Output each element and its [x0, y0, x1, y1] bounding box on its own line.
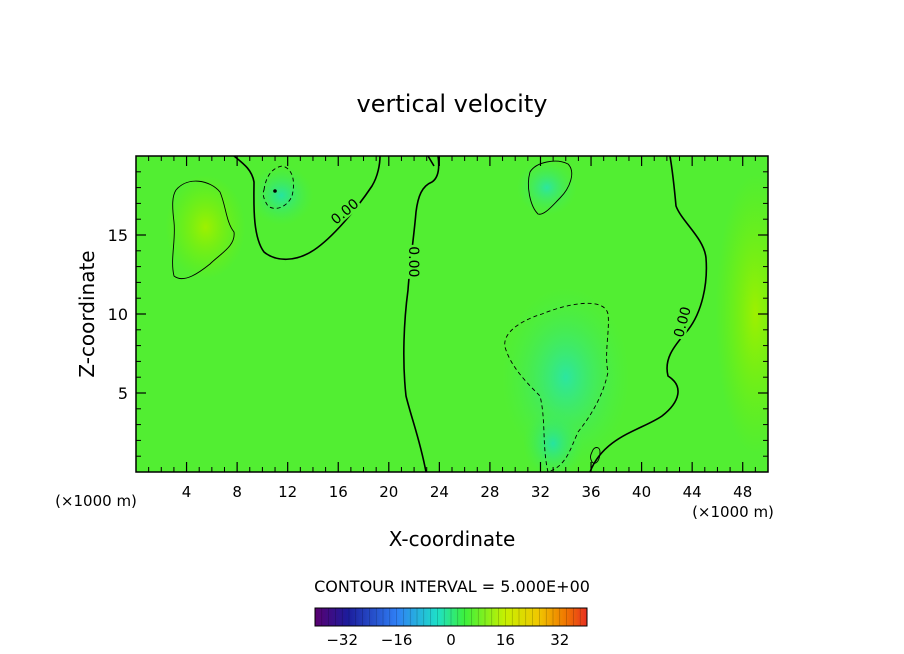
- x-tick-label: 16: [329, 483, 348, 501]
- downdraft-blob: [523, 407, 584, 472]
- contour-line: [233, 156, 381, 261]
- x-unit-label-left: (×1000 m): [55, 492, 137, 510]
- contour-label: 0.00: [405, 246, 421, 277]
- contour-line: [172, 180, 235, 280]
- x-tick-label: 36: [581, 483, 600, 501]
- colorbar-tick-label: 0: [446, 631, 456, 649]
- y-tick-label: 15: [108, 226, 128, 245]
- contour-label: 0.00: [671, 305, 695, 339]
- x-tick-label: 12: [278, 483, 297, 501]
- x-tick-label: 40: [632, 483, 651, 501]
- colorbar-stripes: [321, 608, 581, 626]
- colorbar: −32 −16 0 16 32: [314, 607, 588, 649]
- plot-area: 0.000.000.00 4 8 12 16 20 24 28 32 36 40 44 48 5101…: [108, 155, 769, 501]
- x-axis-label: X-coordinate: [389, 527, 516, 551]
- x-tick-label: 24: [430, 483, 449, 501]
- x-tick-label: 20: [379, 483, 398, 501]
- colorbar-frame: [314, 607, 588, 627]
- downdraft-blob: [249, 165, 314, 226]
- velocity-field: [165, 159, 768, 472]
- x-tick-label: 4: [182, 483, 192, 501]
- contour-interval-label: CONTOUR INTERVAL = 5.000E+00: [314, 577, 590, 596]
- contour-line: [590, 447, 601, 464]
- colorbar-tick-label: −32: [326, 631, 358, 649]
- updraft-blob: [165, 175, 246, 280]
- colorbar-tick-label: −16: [381, 631, 413, 649]
- y-tick-label: 5: [118, 384, 128, 403]
- chart-title: vertical velocity: [357, 90, 548, 118]
- downdraft-blob: [516, 159, 577, 216]
- contour-point: [273, 189, 277, 193]
- colorbar-ticks: −32 −16 0 16 32: [326, 631, 569, 649]
- updraft-blob: [715, 174, 768, 454]
- colorbar-fill: [315, 608, 587, 626]
- contour-label-bg: [407, 244, 422, 279]
- colorbar-tick-label: 32: [550, 631, 569, 649]
- contour-label-bg: [670, 303, 694, 341]
- contour-label-bg: [327, 195, 363, 228]
- x-unit-label-right: (×1000 m): [692, 503, 774, 521]
- contour-line: [527, 160, 573, 215]
- contour-line: [589, 156, 708, 472]
- contour-line: [427, 156, 435, 167]
- contour-line: [262, 165, 294, 209]
- x-ticks: 4 8 12 16 20 24 28 32 36 40 44 48: [148, 156, 756, 501]
- y-ticks: 5 10 15: [108, 171, 768, 457]
- x-tick-label: 28: [480, 483, 499, 501]
- x-tick-label: 32: [531, 483, 550, 501]
- y-axis-label: Z-coordinate: [75, 250, 99, 377]
- x-tick-label: 44: [683, 483, 702, 501]
- x-tick-label: 48: [733, 483, 752, 501]
- y-tick-label: 10: [108, 305, 128, 324]
- x-tick-label: 8: [232, 483, 242, 501]
- contour-line: [504, 302, 609, 472]
- colorbar-tick-label: 16: [496, 631, 515, 649]
